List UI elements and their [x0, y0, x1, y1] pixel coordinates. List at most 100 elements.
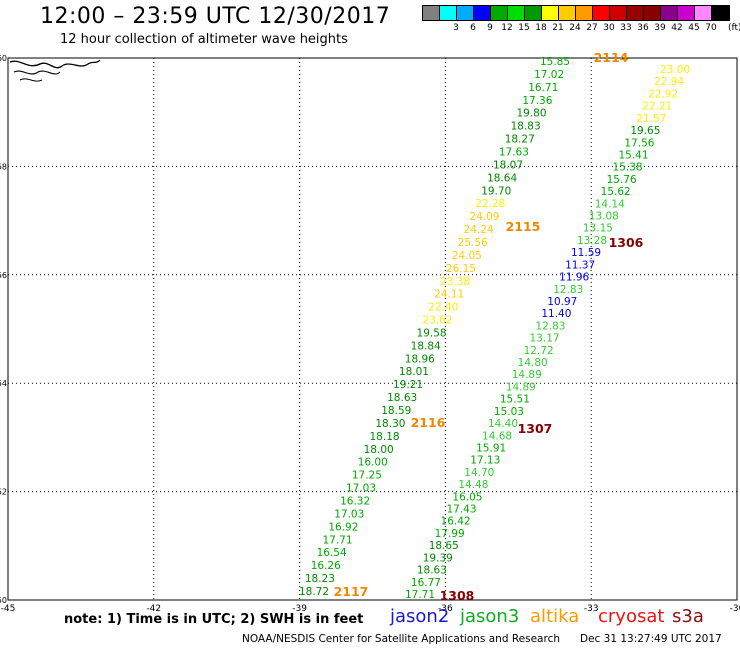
track-2114-value: 18.23: [305, 573, 335, 585]
track-1306-value: 15.41: [618, 149, 648, 161]
track-1306-value: 23.00: [660, 64, 690, 76]
colorbar-swatch: [695, 6, 712, 20]
page-subtitle: 12 hour collection of altimeter wave hei…: [60, 32, 348, 47]
colorbar-swatch: [712, 6, 729, 20]
track-1306-value: 22.21: [642, 101, 672, 113]
colorbar-swatch: [610, 6, 627, 20]
x-tick-label: -42: [146, 604, 161, 614]
track-1306-value: 13.28: [577, 235, 607, 247]
y-tick-label: 52: [0, 488, 7, 497]
track-1306-value: 11.96: [559, 272, 589, 284]
colorbar-swatch: [542, 6, 559, 20]
track-2114-value: 22.40: [428, 302, 458, 314]
colorbar-swatch: [627, 6, 644, 20]
track-1306-value: 18.65: [429, 540, 459, 552]
track-2114-value: 17.36: [522, 95, 552, 107]
colorbar-swatch: [474, 6, 491, 20]
track-1306-value: 14.14: [595, 198, 625, 210]
track-2114-value: 18.27: [505, 134, 535, 146]
page-title: 12:00 – 23:59 UTC 12/30/2017: [40, 4, 391, 29]
track-1306-value: 19.65: [630, 125, 660, 137]
pass-id-label: 2114: [594, 50, 629, 65]
track-1306-value: 15.51: [500, 394, 530, 406]
x-tick-label: -36: [438, 604, 453, 614]
track-2114-value: 16.26: [311, 560, 341, 572]
track-1306-value: 13.08: [589, 211, 619, 223]
colorbar-tick-label: 33: [620, 23, 632, 33]
coastline: [13, 70, 61, 75]
track-1306-value: 15.76: [607, 174, 637, 186]
colorbar-tick-label: 6: [470, 23, 476, 33]
track-1306-value: 12.83: [535, 320, 565, 332]
pass-id-label: 2116: [411, 415, 446, 430]
colorbar-swatch: [593, 6, 610, 20]
track-1306-value: 13.17: [530, 333, 560, 345]
track-2114-value: 17.03: [346, 483, 376, 495]
track-2114-value: 24.24: [464, 224, 494, 236]
track-1306-value: 17.13: [470, 455, 500, 467]
track-1306-value: 11.37: [565, 259, 595, 271]
credit-line: NOAA/NESDIS Center for Satellite Applica…: [242, 633, 560, 645]
track-1306-value: 12.83: [553, 284, 583, 296]
track-2114-value: 26.15: [446, 263, 476, 275]
track-2114-value: 18.64: [487, 172, 517, 184]
colorbar-tick-label: 27: [586, 23, 598, 33]
footer-note: note: 1) Time is in UTC; 2) SWH is in fe…: [64, 612, 364, 627]
colorbar-tick-label: 21: [552, 23, 564, 33]
track-1306-value: 21.57: [636, 113, 666, 125]
track-1306-value: 14.89: [506, 381, 536, 393]
track-1306-value: 14.70: [464, 467, 494, 479]
pass-id-label: 1308: [440, 588, 475, 603]
colorbar-tick-label: 36: [637, 23, 649, 33]
colorbar-swatch: [661, 6, 678, 20]
y-tick-label: 54: [0, 379, 7, 388]
track-2114-value: 17.02: [534, 69, 564, 81]
track-2114-value: 19.80: [516, 108, 546, 120]
track-1306-value: 19.39: [423, 552, 453, 564]
colorbar-tick-label: 12: [501, 23, 513, 33]
track-1306-value: 17.71: [405, 589, 435, 601]
track-1306-value: 14.80: [518, 357, 548, 369]
track-2114-value: 18.07: [493, 159, 523, 171]
track-2114-value: 24.09: [469, 211, 499, 223]
track-2114-value: 17.03: [334, 508, 364, 520]
track-1306-value: 16.05: [452, 491, 482, 503]
colorbar-swatch: [491, 6, 508, 20]
track-2114-value: 18.96: [405, 353, 435, 365]
track-2114-value: 16.71: [528, 82, 558, 94]
track-1306-value: 18.63: [417, 565, 447, 577]
track-2114-value: 25.56: [458, 237, 488, 249]
track-2114-value: 22.28: [475, 198, 505, 210]
coastline: [9, 59, 101, 69]
legend-item-s3a: s3a: [672, 606, 704, 627]
x-tick-label: -30: [730, 604, 740, 614]
colorbar-tick-label: 3: [453, 23, 459, 33]
colorbar-swatch: [440, 6, 457, 20]
y-tick-label: 56: [0, 271, 7, 280]
colorbar-tick-label: 9: [487, 23, 493, 33]
track-2114-value: 18.00: [364, 444, 394, 456]
track-2114-value: 16.54: [317, 547, 347, 559]
track-1306-value: 14.48: [458, 479, 488, 491]
track-2114-value: 17.63: [499, 146, 529, 158]
track-1306-value: 14.89: [512, 369, 542, 381]
track-2114-value: 24.05: [452, 250, 482, 262]
track-2114-value: 24.11: [434, 289, 464, 301]
colorbar-swatch: [525, 6, 542, 20]
track-2114-value: 19.58: [417, 327, 447, 339]
track-1306-value: 15.62: [601, 186, 631, 198]
track-1306-value: 15.38: [613, 162, 643, 174]
track-1306-value: 13.15: [583, 223, 613, 235]
colorbar-tick-label: 24: [569, 23, 581, 33]
y-tick-label: 60: [0, 54, 7, 63]
track-2114-value: 23.38: [440, 276, 470, 288]
track-1306-value: 16.77: [411, 577, 441, 589]
colorbar-swatch: [457, 6, 474, 20]
track-2114-value: 19.21: [393, 379, 423, 391]
generation-timestamp: Dec 31 13:27:49 UTC 2017: [580, 633, 722, 645]
track-1306-value: 12.72: [524, 345, 554, 357]
track-2114-value: 18.72: [299, 586, 329, 598]
coastline: [19, 78, 43, 82]
